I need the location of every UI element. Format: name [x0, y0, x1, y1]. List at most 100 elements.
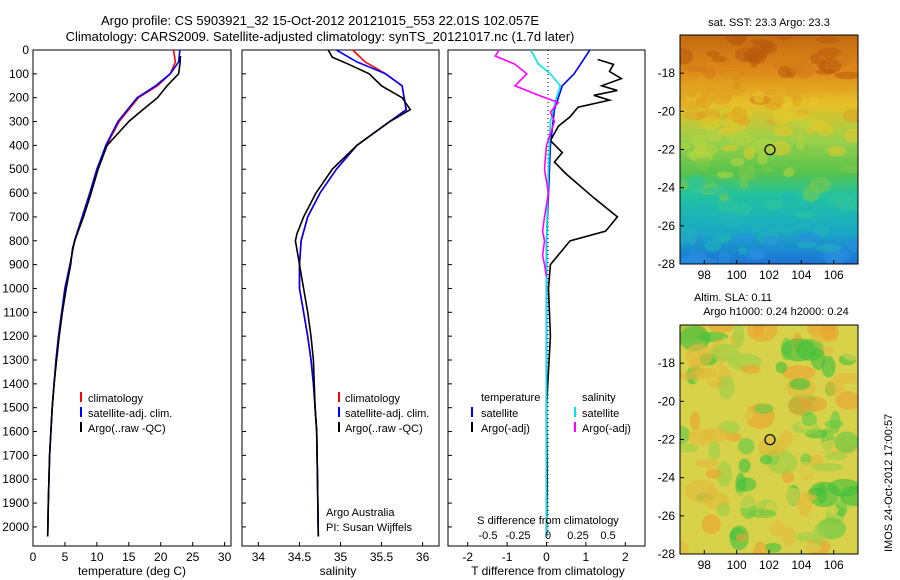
sst-texture	[680, 142, 691, 151]
sst-texture	[745, 251, 764, 261]
map-y-tick-label: -20	[658, 394, 676, 408]
sst-texture	[738, 164, 757, 181]
map-y-tick-label: -18	[658, 356, 676, 370]
sst-texture	[763, 89, 778, 96]
sst-texture	[692, 209, 709, 221]
sst-texture	[809, 96, 820, 107]
sst-texture	[771, 107, 794, 125]
depth-tick-label: 200	[9, 91, 29, 105]
sst-texture	[842, 108, 858, 123]
legend-label-satellite: satellite-adj. clim.	[88, 408, 172, 420]
sla-texture	[701, 427, 731, 442]
sst-texture	[715, 86, 736, 99]
sla-texture	[740, 364, 761, 374]
salinity-axes	[241, 49, 440, 547]
depth-tick-label: 1900	[2, 496, 29, 510]
sst-texture	[827, 145, 846, 157]
legend-label-argo: Argo(..raw -QC)	[88, 423, 166, 435]
pi-name-note: PI: Susan Wijffels	[326, 522, 412, 534]
sst-texture	[836, 49, 853, 66]
sst-texture	[769, 226, 794, 233]
sla-texture	[801, 412, 818, 427]
t-difference-xlabel: T difference from climatology	[471, 564, 625, 578]
sla-texture	[811, 462, 844, 472]
series-line-argo-raw-qc-	[294, 49, 412, 537]
sla-texture	[680, 443, 699, 453]
sst-texture	[768, 96, 786, 107]
sst-texture	[811, 214, 832, 223]
sst-texture	[802, 184, 820, 202]
sla-texture	[718, 374, 735, 400]
x-tick-label: 25	[186, 550, 200, 564]
salinity-x-ticks: 34 34.5 35 35.5 36	[252, 542, 430, 564]
sst-texture	[727, 131, 753, 146]
sla-texture	[840, 336, 858, 362]
map-x-tick-label: 98	[698, 558, 712, 572]
map-y-tick-label: -18	[658, 66, 676, 80]
map-y-tick-label: -26	[658, 219, 676, 233]
sla-texture	[735, 532, 748, 542]
map-x-tick-label: 104	[791, 558, 811, 572]
sst-texture	[712, 55, 728, 63]
sst-texture	[717, 127, 734, 136]
sla-texture	[716, 460, 733, 487]
series-line-climatology	[46, 49, 177, 537]
sla-texture	[759, 454, 773, 465]
sla-texture	[766, 451, 798, 475]
map-y-tick-label: -24	[658, 181, 676, 195]
sst-texture	[816, 47, 843, 59]
sla-texture	[758, 437, 787, 457]
map-y-tick-label: -20	[658, 104, 676, 118]
depth-tick-label: 600	[9, 186, 29, 200]
depth-tick-label: 900	[9, 258, 29, 272]
sla-texture	[689, 411, 701, 431]
sst-texture	[730, 106, 748, 124]
sla-texture	[776, 487, 803, 506]
legend-label-climatology: climatology	[88, 393, 144, 405]
sla-texture	[781, 338, 815, 362]
sla-texture	[738, 458, 751, 473]
legend-label-sal-satellite: satellite	[582, 408, 619, 420]
series-line-salinity-argo-adj-	[494, 49, 560, 277]
x-tick-label: 35	[334, 550, 348, 564]
salinity-xlabel: salinity	[320, 564, 357, 578]
sst-texture	[731, 202, 752, 216]
depth-tick-label: 1000	[2, 281, 29, 295]
sla-map-title-line2: Argo h1000: 0.24 h2000: 0.24	[703, 306, 849, 318]
map-x-tick-label: 98	[698, 268, 712, 282]
sla-texture	[775, 361, 787, 374]
argo-australia-note: Argo Australia	[326, 507, 395, 519]
x-tick-label: 0	[30, 550, 37, 564]
temperature-x-ticks: 0 5 10 15 20 25 30	[30, 542, 232, 564]
depth-tick-label: 1200	[2, 329, 29, 343]
map-x-tick-label: 100	[727, 268, 747, 282]
figure-title-line2: Climatology: CARS2009. Satellite-adjuste…	[65, 29, 575, 44]
map-x-tick-label: 102	[759, 268, 779, 282]
legend-label-temp-argo: Argo(-adj)	[481, 423, 530, 435]
sla-texture	[827, 478, 858, 497]
x-tick-label: 2	[622, 550, 629, 564]
sla-texture	[800, 542, 822, 553]
sla-texture	[729, 408, 754, 423]
series-line-temperature-satellite	[545, 49, 591, 537]
sla-texture	[808, 487, 826, 496]
sla-texture	[835, 391, 858, 410]
sst-texture	[683, 64, 707, 72]
salinity-profiles	[294, 49, 412, 537]
x-tick-label: 1	[583, 550, 590, 564]
series-line-satellite-adj-clim-	[46, 49, 181, 537]
sst-texture	[706, 50, 720, 58]
map-y-tick-label: -24	[658, 471, 676, 485]
map-x-tick-label: 100	[727, 558, 747, 572]
sla-texture	[701, 514, 721, 535]
sst-texture	[785, 112, 809, 121]
sst-texture	[715, 184, 728, 196]
map-x-tick-label: 106	[824, 558, 844, 572]
sst-texture	[717, 235, 731, 242]
sst-texture	[717, 250, 731, 264]
sst-texture	[781, 192, 796, 203]
sla-texture	[801, 396, 828, 412]
s-diff-tick-label: 0.5	[600, 530, 615, 542]
sla-texture	[705, 468, 722, 479]
map-y-tick-label: -28	[658, 257, 676, 271]
